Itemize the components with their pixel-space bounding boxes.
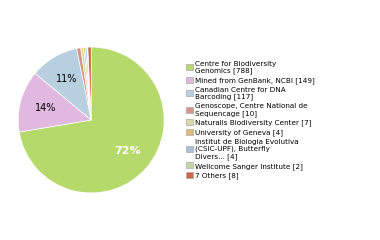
Wedge shape (84, 47, 91, 120)
Wedge shape (35, 48, 91, 120)
Wedge shape (76, 48, 91, 120)
Wedge shape (81, 48, 91, 120)
Wedge shape (19, 47, 164, 193)
Legend: Centre for Biodiversity
Genomics [788], Mined from GenBank, NCBI [149], Canadian: Centre for Biodiversity Genomics [788], … (186, 60, 315, 180)
Text: 14%: 14% (35, 103, 56, 113)
Wedge shape (18, 73, 91, 132)
Wedge shape (88, 47, 91, 120)
Text: 11%: 11% (56, 74, 78, 84)
Wedge shape (86, 47, 91, 120)
Wedge shape (87, 47, 91, 120)
Text: 72%: 72% (114, 146, 141, 156)
